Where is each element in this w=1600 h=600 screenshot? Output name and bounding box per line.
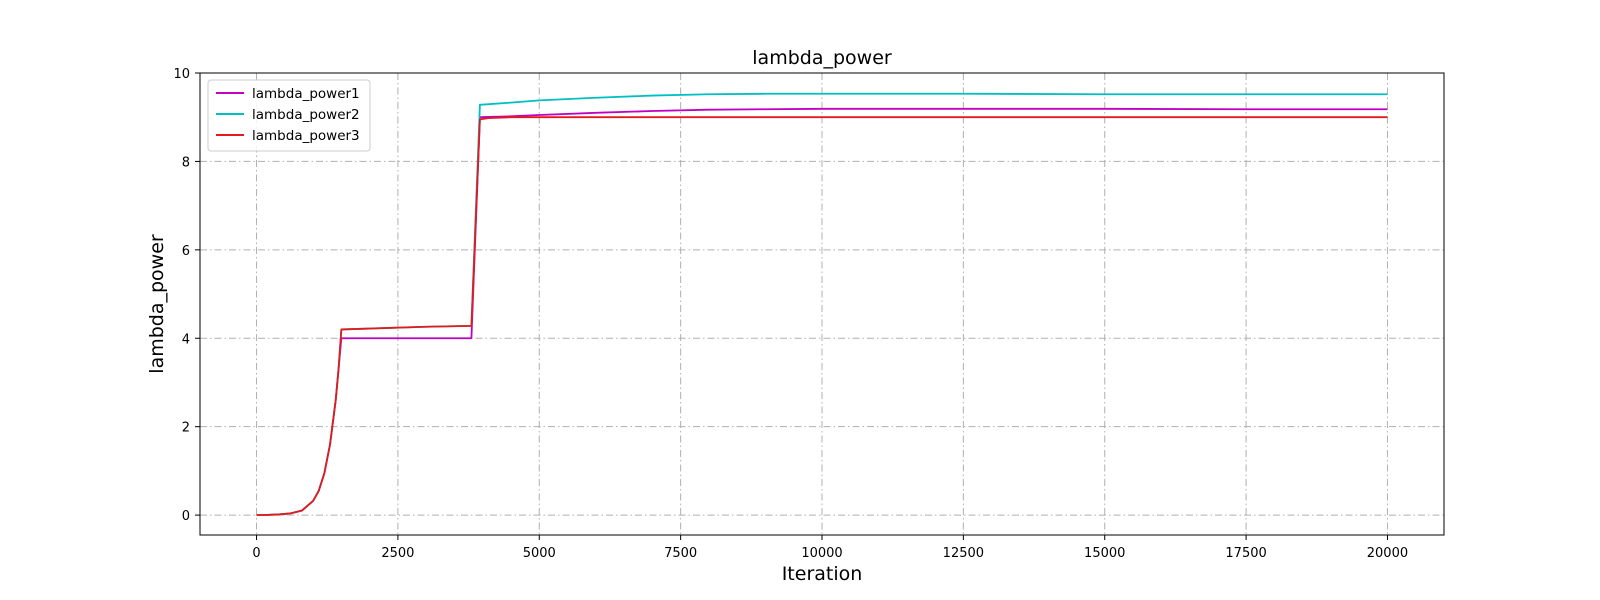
- series-layer: [256, 92, 1388, 517]
- y-tick-label: 4: [182, 332, 190, 347]
- x-tick-label: 15000: [1084, 546, 1125, 561]
- x-tick-label: 20000: [1367, 546, 1408, 561]
- x-tick-label: 10000: [801, 546, 842, 561]
- x-tick-label: 7500: [664, 546, 697, 561]
- x-tick-label: 17500: [1225, 546, 1266, 561]
- legend-box: [207, 79, 371, 152]
- tick-layer: 0 2500 5000 7500 10000 12500 15000 17500 20000 0 2…: [173, 67, 1408, 561]
- y-axis-label: lambda_power: [146, 234, 168, 374]
- y-tick-label: 0: [182, 509, 190, 524]
- legend-label-2: lambda_power2: [252, 107, 360, 123]
- legend-label-3: lambda_power3: [252, 128, 360, 144]
- x-tick-label: 0: [252, 546, 260, 561]
- series-line-3: [256, 116, 1388, 517]
- y-tick-label: 6: [182, 244, 190, 259]
- grid-layer: [200, 72, 1444, 535]
- legend-label-1: lambda_power1: [252, 86, 360, 102]
- x-tick-label: 2500: [381, 546, 414, 561]
- y-tick-label: 2: [182, 421, 190, 436]
- x-tick-label: 12500: [943, 546, 984, 561]
- x-axis-label: Iteration: [782, 563, 863, 585]
- legend: lambda_power1 lambda_power2 lambda_power3: [207, 79, 371, 152]
- x-tick-label: 5000: [523, 546, 556, 561]
- y-tick-label: 10: [173, 67, 190, 82]
- chart-title: lambda_power: [752, 47, 892, 69]
- y-tick-label: 8: [182, 155, 190, 170]
